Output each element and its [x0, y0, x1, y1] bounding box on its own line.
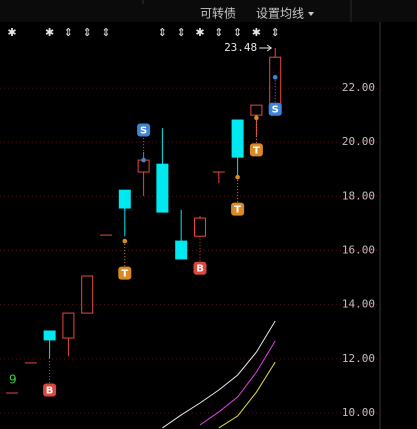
candle-body [175, 240, 188, 260]
y-tick-label: 20.00 [342, 135, 375, 148]
candle-body [118, 189, 131, 209]
y-tick-label: 18.00 [342, 189, 375, 202]
signal-dot [122, 238, 128, 244]
signal-label: T [121, 269, 128, 280]
max-price-label: 23.48 [224, 41, 257, 54]
signal-dot [272, 74, 278, 80]
candle-body [43, 330, 56, 341]
signal-dot [141, 157, 146, 163]
annotation: 9 [9, 373, 17, 387]
signal-badge [43, 383, 57, 397]
signal-label: S [140, 125, 147, 136]
signal-badge [231, 202, 245, 216]
signal-label: T [253, 145, 260, 156]
top-marker: ⇕ [177, 26, 186, 39]
signal-label: T [234, 205, 241, 216]
signal-badge [193, 261, 207, 275]
candle-body [62, 312, 75, 339]
max-price-arrow [259, 44, 273, 52]
top-marker: ⇕ [214, 26, 223, 39]
candle-body [194, 217, 206, 237]
candle-body [81, 275, 94, 314]
ma-line [218, 361, 276, 429]
y-tick-label: 12.00 [342, 352, 375, 365]
ma-line [162, 320, 276, 429]
candle-body [156, 163, 169, 213]
top-marker: ⇕ [83, 26, 92, 39]
ma-settings-button[interactable]: 设置均线 [256, 7, 304, 21]
signal-dot [254, 115, 259, 121]
top-marker: ⇕ [233, 26, 242, 39]
top-marker: ✱ [252, 26, 261, 39]
signal-label: S [272, 105, 279, 116]
ma-line [199, 340, 276, 426]
y-tick-label: 14.00 [342, 298, 375, 311]
candle-body [231, 119, 244, 158]
y-tick-label: 10.00 [342, 406, 375, 419]
plot: B T S B T T S [0, 47, 380, 429]
signal-badge [249, 143, 263, 157]
dropdown-arrow[interactable] [308, 12, 314, 16]
signal-dot [235, 174, 240, 180]
top-marker: ⇕ [101, 26, 110, 39]
signal-label: B [196, 264, 204, 275]
convertible-button[interactable]: 可转债 [200, 6, 236, 21]
top-marker: ✱ [7, 26, 16, 39]
y-tick-label: 22.00 [342, 81, 375, 94]
signal-badge [137, 123, 151, 137]
y-tick-label: 16.00 [342, 244, 375, 257]
top-marker: ⇕ [271, 26, 280, 39]
signal-badge [118, 266, 132, 280]
candle-body [250, 104, 263, 116]
top-marker: ⇕ [64, 26, 73, 39]
toolbar [0, 0, 417, 22]
top-marker: ✱ [45, 26, 54, 39]
top-marker: ⇕ [158, 26, 167, 39]
signal-label: B [46, 386, 54, 397]
signal-badge [268, 102, 282, 116]
top-marker: ✱ [195, 26, 204, 39]
